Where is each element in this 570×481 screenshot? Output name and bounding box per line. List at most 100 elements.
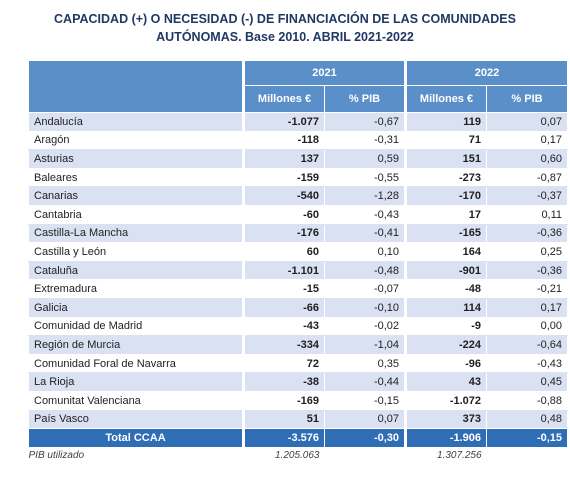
cell-millones-2022: -165 xyxy=(404,223,488,244)
cell-pib-2021: -0,15 xyxy=(323,390,407,411)
cell-pib-2022: 0,17 xyxy=(486,297,569,318)
cell-millones-2022: -1.072 xyxy=(404,390,488,411)
cell-pib-2021: 0,35 xyxy=(323,353,407,374)
region-name: Galicia xyxy=(28,297,244,318)
region-name: Comunidad Foral de Navarra xyxy=(28,353,244,374)
total-row: Total CCAA -3.576 -0,30 -1.906 -0,15 xyxy=(28,428,569,448)
cell-pib-2022: -0,43 xyxy=(486,353,569,374)
col-header-millones-2021: Millones € xyxy=(242,85,325,113)
region-name: País Vasco xyxy=(28,409,244,430)
cell-pib-2021: -1,04 xyxy=(323,335,407,355)
table-row: Castilla-La Mancha -176 -0,41 -165 -0,36 xyxy=(28,223,569,244)
cell-pib-2021: -0,41 xyxy=(323,223,407,244)
table-row: Comunidad Foral de Navarra 72 0,35 -96 -0,43 xyxy=(28,353,569,374)
table-row: Extremadura -15 -0,07 -48 -0,21 xyxy=(28,279,569,299)
cell-millones-2021: -66 xyxy=(242,297,325,318)
cell-pib-2022: 0,45 xyxy=(486,372,569,392)
cell-pib-2022: -0,88 xyxy=(486,390,569,411)
header-corner xyxy=(28,60,244,113)
cell-millones-2021: -15 xyxy=(242,279,325,299)
cell-pib-2021: -0,31 xyxy=(323,130,407,151)
cell-millones-2022: 151 xyxy=(404,149,488,169)
cell-pib-2021: 0,59 xyxy=(323,149,407,169)
year-header-2022: 2022 xyxy=(404,60,569,86)
table-row: País Vasco 51 0,07 373 0,48 xyxy=(28,409,569,430)
col-header-pib-2022: % PIB xyxy=(486,85,569,113)
region-name: Andalucía xyxy=(28,112,244,132)
cell-pib-2022: 0,00 xyxy=(486,316,569,337)
region-name: La Rioja xyxy=(28,372,244,392)
table-row: Castilla y León 60 0,10 164 0,25 xyxy=(28,242,569,262)
cell-millones-2022: -901 xyxy=(404,260,488,281)
cell-pib-2021: -0,67 xyxy=(323,112,407,132)
pib-note-blank-2021 xyxy=(324,447,406,464)
region-name: Canarias xyxy=(28,186,244,206)
cell-pib-2021: -0,44 xyxy=(323,372,407,392)
cell-pib-2021: -0,43 xyxy=(323,204,407,225)
cell-millones-2021: -60 xyxy=(242,204,325,225)
title-line-1: CAPACIDAD (+) O NECESIDAD (-) DE FINANCI… xyxy=(54,12,516,26)
table-title: CAPACIDAD (+) O NECESIDAD (-) DE FINANCI… xyxy=(0,10,570,46)
cell-millones-2021: 60 xyxy=(242,242,325,262)
region-name: Castilla-La Mancha xyxy=(28,223,244,244)
cell-pib-2021: -0,07 xyxy=(323,279,407,299)
table-row: Cantabria -60 -0,43 17 0,11 xyxy=(28,204,569,225)
cell-pib-2022: -0,36 xyxy=(486,260,569,281)
region-name: Comunidad de Madrid xyxy=(28,316,244,337)
col-header-pib-2021: % PIB xyxy=(323,85,407,113)
cell-millones-2022: -224 xyxy=(404,335,488,355)
table-row: Andalucía -1.077 -0,67 119 0,07 xyxy=(28,112,569,132)
pib-note-label: PIB utilizado xyxy=(28,447,244,464)
cell-pib-2022: 0,07 xyxy=(486,112,569,132)
cell-millones-2021: 51 xyxy=(242,409,325,430)
cell-millones-2022: -1.906 xyxy=(404,428,488,448)
table-row: Comunitat Valenciana -169 -0,15 -1.072 -0,88 xyxy=(28,390,569,411)
cell-pib-2021: 0,07 xyxy=(323,409,407,430)
cell-pib-2022: 0,11 xyxy=(486,204,569,225)
cell-pib-2021: -0,55 xyxy=(323,167,407,188)
table-row: Región de Murcia -334 -1,04 -224 -0,64 xyxy=(28,335,569,355)
cell-millones-2021: -118 xyxy=(242,130,325,151)
title-line-2: AUTÓNOMAS. Base 2010. ABRIL 2021-2022 xyxy=(156,30,414,44)
col-header-millones-2022: Millones € xyxy=(404,85,488,113)
cell-millones-2022: 164 xyxy=(404,242,488,262)
cell-pib-2022: 0,17 xyxy=(486,130,569,151)
region-name: Cantabria xyxy=(28,204,244,225)
cell-millones-2022: -96 xyxy=(404,353,488,374)
cell-millones-2021: 137 xyxy=(242,149,325,169)
year-header-2021: 2021 xyxy=(241,60,407,86)
financing-table: 2021 2022 Millones € % PIB Millones € % … xyxy=(28,60,569,464)
cell-millones-2021: -3.576 xyxy=(242,428,325,448)
cell-millones-2022: 373 xyxy=(404,409,488,430)
cell-pib-2022: -0,87 xyxy=(486,167,569,188)
pib-value-2022: 1.307.256 xyxy=(405,447,487,464)
region-name: Región de Murcia xyxy=(28,335,244,355)
cell-pib-2021: -0,02 xyxy=(323,316,407,337)
cell-millones-2021: -540 xyxy=(242,186,325,206)
region-name: Extremadura xyxy=(28,279,244,299)
year-header-row: 2021 2022 xyxy=(28,60,569,113)
cell-millones-2022: 17 xyxy=(404,204,488,225)
cell-pib-2022: -0,64 xyxy=(486,335,569,355)
cell-millones-2022: 119 xyxy=(404,112,488,132)
cell-pib-2022: -0,36 xyxy=(486,223,569,244)
cell-millones-2022: -9 xyxy=(404,316,488,337)
cell-millones-2021: -1.101 xyxy=(242,260,325,281)
cell-pib-2021: -0,30 xyxy=(323,428,407,448)
pib-note-blank-2022 xyxy=(486,447,568,464)
table-row: Asturias 137 0,59 151 0,60 xyxy=(28,149,569,169)
cell-millones-2021: -1.077 xyxy=(242,112,325,132)
region-name: Comunitat Valenciana xyxy=(28,390,244,411)
table-row: Canarias -540 -1,28 -170 -0,37 xyxy=(28,186,569,206)
cell-millones-2021: -334 xyxy=(242,335,325,355)
cell-pib-2022: 0,48 xyxy=(486,409,569,430)
pib-value-2021: 1.205.063 xyxy=(243,447,325,464)
table-row: Cataluña -1.101 -0,48 -901 -0,36 xyxy=(28,260,569,281)
total-label: Total CCAA xyxy=(28,428,244,448)
cell-pib-2021: -1,28 xyxy=(323,186,407,206)
cell-pib-2022: 0,60 xyxy=(486,149,569,169)
table-row: Galicia -66 -0,10 114 0,17 xyxy=(28,297,569,318)
pib-note-row: PIB utilizado 1.205.063 1.307.256 xyxy=(28,447,568,464)
cell-pib-2022: -0,21 xyxy=(486,279,569,299)
cell-millones-2021: -169 xyxy=(242,390,325,411)
